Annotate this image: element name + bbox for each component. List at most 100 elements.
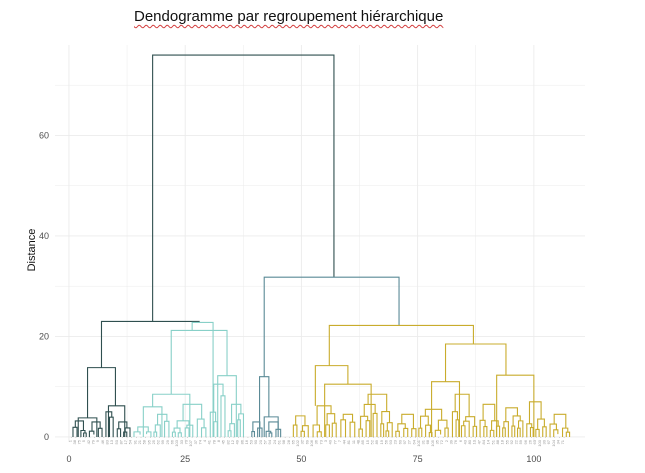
leaf-label: 21 <box>137 439 142 444</box>
dendrogram-link <box>553 429 559 437</box>
leaf-label: 98 <box>281 439 286 444</box>
leaf-label: 101 <box>416 439 421 446</box>
x-tick-label: 75 <box>413 454 423 464</box>
leaf-label: 86 <box>239 439 244 444</box>
dendrogram-link <box>372 412 378 437</box>
leaf-label: 39 <box>449 439 454 444</box>
leaf-label: 77 <box>332 439 337 444</box>
leaf-label: 16 <box>244 439 249 444</box>
leaf-label: 2 <box>444 439 449 442</box>
dendrogram-link <box>325 424 330 437</box>
leaf-label: 4 <box>202 439 207 442</box>
leaf-labels: 1 38 75 5 42 79 9 46 83 13 50 87 17 54 91 21 58 95 25 62 99 2… <box>67 436 565 447</box>
dendrogram-branches <box>72 54 571 437</box>
dendrogram-link <box>196 418 205 437</box>
leaf-label: 30 <box>541 439 546 444</box>
dendrogram-link <box>263 276 400 377</box>
dendrogram-link <box>528 401 542 424</box>
dendrogram-link <box>170 329 228 395</box>
leaf-label: 1 <box>67 439 72 442</box>
leaf-label: 78 <box>211 439 216 444</box>
leaf-label: 34 <box>555 439 560 444</box>
leaf-label: 79 <box>91 439 96 444</box>
y-tick-label: 40 <box>39 231 49 241</box>
dendrogram-link <box>268 421 279 432</box>
dendrogram-link <box>455 419 460 437</box>
leaf-label: 10 <box>472 439 477 444</box>
leaf-label: 66 <box>170 439 175 444</box>
leaf-label: 25 <box>151 439 156 444</box>
leaf-label: 9 <box>95 439 100 442</box>
dendrogram-link <box>479 419 486 437</box>
dendrogram-link <box>358 428 363 437</box>
leaf-label: 69 <box>304 439 309 444</box>
dendrogram-link <box>561 427 569 437</box>
leaf-label: 22 <box>514 439 519 444</box>
leaf-label: 41 <box>207 439 212 444</box>
leaf-label: 42 <box>86 439 91 444</box>
dendrogram-link <box>213 421 218 437</box>
leaf-label: 84 <box>481 439 486 444</box>
y-tick-label: 20 <box>39 331 49 341</box>
leaf-label: 23 <box>393 439 398 444</box>
leaf-label: 31 <box>421 439 426 444</box>
dendrogram-link <box>229 423 235 437</box>
y-tick-label: 0 <box>44 432 49 442</box>
dendrogram-link <box>395 430 400 437</box>
leaf-label: 73 <box>318 439 323 444</box>
dendrogram-link <box>301 425 309 437</box>
leaf-label: 102 <box>295 439 300 446</box>
leaf-label: 68 <box>425 439 430 444</box>
leaf-label: 52 <box>369 439 374 444</box>
leaf-label: 99 <box>160 439 165 444</box>
leaf-label: 3 <box>323 439 328 442</box>
leaf-label: 13 <box>109 439 114 444</box>
leaf-label: 100 <box>537 439 542 446</box>
dendrogram-link <box>300 430 305 437</box>
leaf-label: 14 <box>486 439 491 444</box>
dendrogram-link <box>142 406 163 437</box>
leaf-label: 60 <box>397 439 402 444</box>
dendrogram-link <box>529 427 534 437</box>
leaf-label: 50 <box>114 439 119 444</box>
dendrogram-link <box>502 427 506 437</box>
leaf-label: 96 <box>523 439 528 444</box>
dendrogram-link <box>491 420 499 431</box>
leaf-label: 67 <box>546 439 551 444</box>
leaf-label: 24 <box>272 439 277 444</box>
leaf-label: 76 <box>453 439 458 444</box>
dendrogram-link <box>177 432 182 437</box>
dendrogram-link <box>152 393 191 437</box>
dendrogram-link <box>342 413 354 423</box>
leaf-label: 7 <box>337 439 342 442</box>
dendrogram-link <box>328 324 474 366</box>
dendrogram-link <box>553 413 567 429</box>
dendrogram-link <box>182 403 203 421</box>
leaf-label: 40 <box>328 439 333 444</box>
leaf-label: 80 <box>467 439 472 444</box>
dendrogram-link <box>385 430 390 437</box>
dendrogram-link <box>516 427 521 437</box>
leaf-label: 82 <box>225 439 230 444</box>
dendrogram-link <box>217 375 237 437</box>
dendrogram-link <box>437 419 448 431</box>
leaf-label: 33 <box>179 439 184 444</box>
grid-lines <box>55 45 585 442</box>
leaf-label: 55 <box>504 439 509 444</box>
dendrogram-link <box>537 418 545 430</box>
dendrogram-link <box>472 425 478 437</box>
dendrogram-link <box>465 416 476 427</box>
dendrogram-link <box>542 426 547 437</box>
dendrogram-link <box>454 393 470 417</box>
dendrogram-link <box>326 413 336 425</box>
leaf-label: 58 <box>142 439 147 444</box>
dendrogram-link <box>275 428 282 437</box>
dendrogram-link <box>434 429 442 437</box>
leaf-label: 85 <box>360 439 365 444</box>
dendrogram-link <box>360 415 369 430</box>
dendrogram-link <box>511 425 516 437</box>
leaf-label: 5 <box>81 439 86 442</box>
dendrogram-link <box>268 432 273 437</box>
dendrogram-link <box>123 431 128 437</box>
